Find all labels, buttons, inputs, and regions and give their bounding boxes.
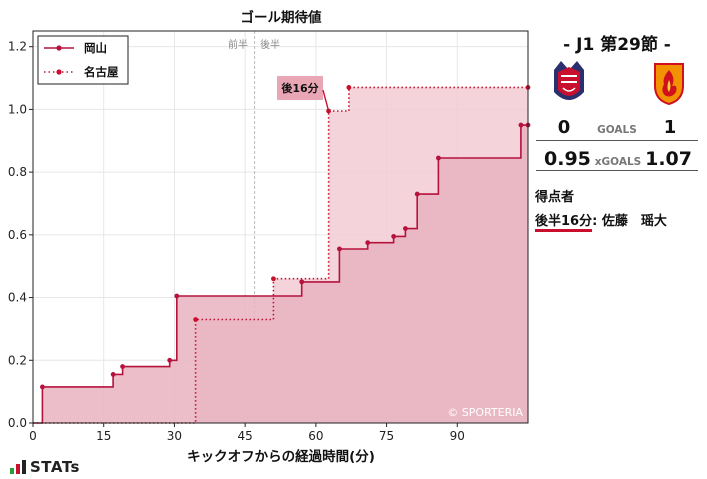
match-title: - J1 第29節 - [563,35,671,55]
xg-row: 0.95 xGOALS 1.07 [534,148,700,170]
xg-point-marker [110,371,116,377]
xg-label: xGOALS [594,156,642,168]
y-tick-label: 1.0 [8,102,27,116]
legend: 岡山 名古屋 [37,35,129,85]
home-xg: 0.95 [544,148,591,170]
stats-bar-icon [10,460,26,474]
x-tick-label: 75 [379,429,394,443]
score-row: 0 GOALS 1 [534,117,700,138]
annotation-label: 後16分 [281,81,318,95]
scorer-separator: : [592,214,598,229]
xg-point-marker [346,85,352,90]
goals-label: GOALS [597,124,637,136]
xg-point-marker [193,317,199,322]
annotation-arrow [322,89,330,112]
scorer-entry: 後半16分: 佐藤 瑶大 [535,210,667,232]
xg-point-marker [391,234,397,239]
step-line-nagoya [33,86,528,424]
halftime-second-label: 後半 [260,38,280,51]
xg-point-marker [271,276,276,282]
halftime-first-label: 前半 [228,38,248,51]
step-line-okayama [33,124,528,424]
y-tick-label: 0.2 [8,353,27,367]
goal-annotation: 後16分 [277,76,330,112]
home-score: 0 [557,117,571,138]
xg-point-marker [403,226,408,231]
y-tick-label: 0.0 [8,416,27,430]
xg-point-marker [174,293,180,299]
nagoya-crest-icon [654,63,684,106]
okayama-crest-icon [554,61,584,100]
xg-point-marker [120,364,125,369]
xg-point-marker [518,122,524,128]
x-axis-label: キックオフからの経過時間(分) [187,448,375,465]
axes: 0 15 30 45 60 75 90 0.0 0.2 0.4 0.6 0.8 1.0 1.2 [8,30,529,443]
scorer-time: 後半16分 [535,214,593,232]
chart-title: ゴール期待値 [241,9,322,26]
legend-marker-nagoya [56,69,62,75]
stats-logo-text: STATs [30,458,80,476]
xg-point-marker [337,246,342,252]
x-tick-label: 60 [308,429,323,443]
xg-step-lines [33,85,531,424]
x-tick-label: 0 [29,429,37,443]
y-tick-label: 0.8 [8,165,27,179]
annotation-box [277,76,323,100]
x-tick-label: 30 [167,429,182,443]
y-tick-label: 0.4 [8,291,27,305]
x-tick-label: 15 [96,429,111,443]
xg-point-marker [436,155,441,161]
legend-label-nagoya: 名古屋 [84,65,119,79]
scorer-player: 佐藤 瑶大 [601,214,667,229]
away-xg: 1.07 [645,148,692,170]
scorers-title: 得点者 [535,190,575,205]
xg-point-marker [40,384,45,390]
away-score: 1 [663,117,677,138]
xg-divider [536,170,698,171]
xg-fill-areas [33,87,528,424]
x-tick-label: 90 [450,429,465,443]
x-tick-label: 45 [238,429,253,443]
legend-box [37,35,129,85]
xg-point-marker [299,279,305,285]
y-tick-label: 1.2 [8,40,27,54]
xg-point-marker [365,240,371,246]
watermark: © SPORTERIA [447,406,523,419]
legend-label-okayama: 岡山 [84,41,107,55]
xg-point-marker [167,357,173,363]
score-divider [536,140,698,141]
fill-area-okayama [33,125,528,423]
plot-frame [32,30,529,424]
y-tick-label: 0.6 [8,228,27,242]
legend-marker-okayama [56,45,62,51]
stats-logo: STATs [10,458,80,476]
xg-point-marker [414,191,420,197]
